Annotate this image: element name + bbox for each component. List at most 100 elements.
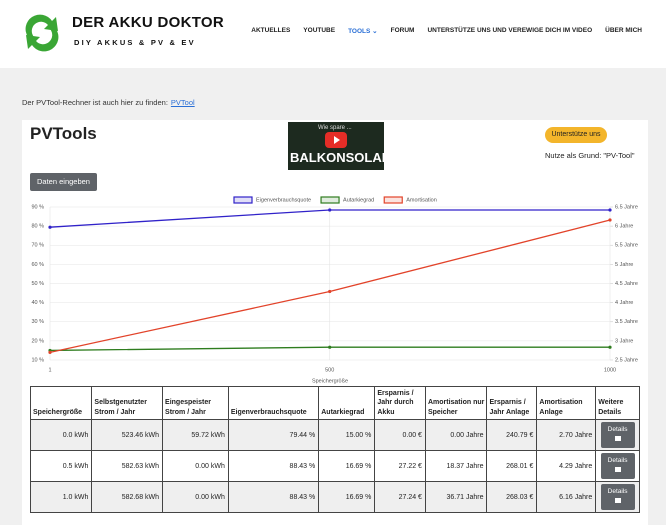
table-cell: 59.72 kWh: [162, 419, 229, 452]
details-label: Details: [607, 426, 628, 434]
brand[interactable]: DER AKKU DOKTOR: [72, 14, 225, 31]
table-cell: 240.79 €: [486, 419, 538, 452]
data-button[interactable]: Daten eingeben: [30, 173, 97, 191]
nav-item[interactable]: FORUM: [390, 27, 415, 34]
details-button[interactable]: Details: [600, 484, 635, 511]
table-cell: Details: [595, 450, 640, 483]
details-button[interactable]: Details: [600, 453, 635, 480]
table-cell: 0.0 kWh: [29, 419, 93, 452]
y-tick-label: 10 %: [31, 357, 44, 363]
table-cell: 16.69 %: [318, 450, 376, 483]
chevron: ⌄: [370, 28, 378, 35]
column-header: Eigenverbrauchsquote: [227, 385, 320, 421]
y2-tick-label: 2.5 Jahre: [615, 357, 638, 363]
table-cell: 6.16 Jahre: [536, 481, 597, 514]
table-row: 1.0 kWh 582.68 kWh 0.00 kWh 88.43 % 16.69 % 2…: [29, 481, 640, 514]
play-button[interactable]: [325, 132, 347, 148]
nav-item[interactable]: UNTERSTÜTZE UNS UND VEREWIGE DICH IM VID…: [427, 27, 593, 34]
data-point: [328, 208, 332, 212]
y-tick-label: 70 %: [31, 243, 44, 249]
tool-title: PVTools: [30, 124, 97, 143]
table-cell: 4.29 Jahre: [536, 450, 597, 483]
table-cell: Details: [595, 481, 640, 514]
table-cell: Details: [595, 419, 640, 452]
support-button[interactable]: Unterstütze uns: [545, 127, 607, 143]
nav: AKTUELLES YOUTUBE TOOLS ⌄ FORUM UNTERSTÜTZE …: [251, 27, 642, 35]
nav-item[interactable]: TOOLS ⌄: [348, 28, 378, 35]
table-cell: 268.03 €: [486, 481, 538, 514]
y2-tick-label: 3.5 Jahre: [615, 319, 638, 325]
table-cell: 36.71 Jahre: [424, 481, 488, 514]
y-tick-label: 20 %: [31, 338, 44, 344]
y-tick-label: 60 %: [31, 262, 44, 268]
x-tick-label: 1000: [604, 367, 616, 373]
intro-link[interactable]: PVTool: [170, 98, 195, 107]
column-header: Autarkiegrad: [318, 385, 376, 421]
chart: 10 % 20 % 30 % 40 % 50 % 60 % 70 % 80 % 90 % 2.5 …: [31, 196, 638, 384]
x-tick-label: 1: [48, 367, 51, 373]
details-icon: [614, 498, 621, 504]
y2-tick-label: 4.5 Jahre: [615, 281, 638, 287]
video-title: Wie spare ...: [318, 125, 352, 131]
table-cell: 88.43 %: [227, 450, 320, 483]
y-tick-label: 80 %: [31, 224, 44, 230]
data-point: [48, 350, 52, 354]
intro-text: Der PVTool-Rechner ist auch hier zu find…: [22, 98, 168, 107]
data-point: [328, 289, 332, 294]
column-header: Ersparnis / Jahr durch Akku: [374, 385, 426, 421]
details-label: Details: [607, 488, 628, 496]
column-header: Weitere Details: [595, 385, 640, 421]
table-cell: 0.5 kWh: [29, 450, 93, 483]
support-note: Nutze als Grund: "PV-Tool": [545, 151, 635, 160]
table-cell: 15.00 %: [318, 419, 376, 452]
table-cell: 582.68 kWh: [91, 481, 164, 514]
legend-label: Amortisation: [406, 197, 437, 203]
table-cell: 2.70 Jahre: [536, 419, 597, 452]
legend-swatch: [320, 196, 340, 204]
column-header: Speichergröße: [29, 385, 93, 421]
column-header: Amortisation Anlage: [536, 385, 597, 421]
table-cell: 0.00 €: [374, 419, 426, 452]
y2-tick-label: 6.5 Jahre: [615, 204, 638, 210]
details-icon: [614, 467, 621, 473]
data-point: [608, 208, 612, 212]
table-cell: 268.01 €: [486, 450, 538, 483]
y-tick-label: 50 %: [31, 281, 44, 287]
details-button[interactable]: Details: [600, 422, 635, 449]
column-header: Eingespeister Strom / Jahr: [162, 385, 229, 421]
table-cell: 88.43 %: [227, 481, 320, 514]
legend-swatch: [383, 196, 403, 204]
header-row: Speichergröße Selbstgenutzter Strom / Jah…: [29, 385, 640, 421]
table-cell: 18.37 Jahre: [424, 450, 488, 483]
table-cell: 27.24 €: [374, 481, 426, 514]
nav-item[interactable]: YOUTUBE: [303, 27, 336, 34]
details-icon: [614, 436, 621, 442]
nav-item[interactable]: AKTUELLES: [251, 27, 291, 34]
site-header: DER AKKU DOKTOR DIY AKKUS & PV & EV AKTU…: [0, 0, 666, 68]
legend-swatch: [233, 196, 253, 204]
tagline: DIY AKKUS & PV & EV: [74, 38, 196, 47]
results-table: Speichergröße Selbstgenutzter Strom / Jah…: [29, 385, 640, 514]
data-point: [608, 345, 612, 349]
table-cell: 1.0 kWh: [29, 481, 93, 514]
y2-tick-label: 6 Jahre: [615, 224, 633, 230]
video[interactable]: Wie spare ... BALKONSOLAR: [288, 122, 384, 170]
table-cell: 79.44 %: [227, 419, 320, 452]
table-cell: 523.46 kWh: [91, 419, 164, 452]
data-point: [48, 225, 52, 229]
legend-label: Eigenverbrauchsquote: [256, 197, 311, 203]
logo[interactable]: [20, 11, 64, 55]
nav-item[interactable]: ÜBER MICH: [605, 27, 642, 34]
table-row: 0.0 kWh 523.46 kWh 59.72 kWh 79.44 % 15.00 %…: [29, 419, 640, 452]
column-header: Amortisation nur Speicher: [424, 385, 488, 421]
table-cell: 27.22 €: [374, 450, 426, 483]
legend-label: Autarkiegrad: [343, 197, 374, 203]
y-tick-label: 90 %: [31, 204, 44, 210]
table-cell: 0.00 kWh: [162, 450, 229, 483]
data-point: [608, 218, 612, 222]
table-cell: 582.63 kWh: [91, 450, 164, 483]
y2-tick-label: 5.5 Jahre: [615, 243, 638, 249]
x-axis-label: Speichergröße: [312, 378, 348, 384]
